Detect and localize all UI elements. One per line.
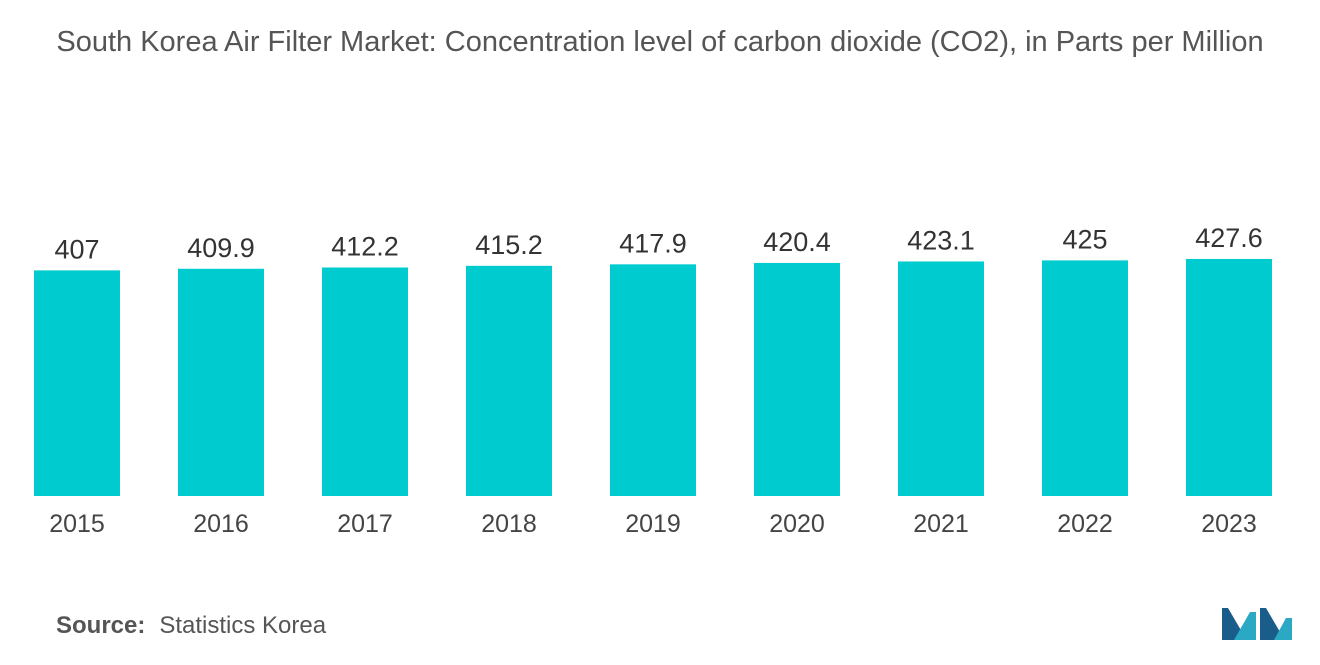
x-tick-label-2015: 2015 [49, 510, 105, 538]
bar-2020 [754, 262, 840, 496]
bar-2018 [466, 265, 552, 496]
bar-2016 [178, 268, 264, 496]
bar-2019 [610, 264, 696, 496]
value-label-2021: 423.1 [907, 225, 975, 255]
value-label-2020: 420.4 [763, 227, 831, 257]
value-label-2016: 409.9 [187, 233, 255, 263]
source-line: Source: Statistics Korea [56, 612, 326, 640]
x-tick-label-2019: 2019 [625, 510, 681, 538]
x-tick-label-2023: 2023 [1201, 510, 1257, 538]
x-tick-label-2021: 2021 [913, 510, 969, 538]
bar-2023 [1186, 258, 1272, 496]
x-tick-label-2022: 2022 [1057, 510, 1113, 538]
bar-2021 [898, 261, 984, 496]
chart-title: South Korea Air Filter Market: Concentra… [56, 26, 1264, 58]
value-label-2022: 425 [1062, 224, 1107, 254]
bar-2022 [1042, 260, 1128, 496]
value-label-2017: 412.2 [331, 231, 399, 261]
value-labels-group: 407 409.9 412.2 415.2 417.9 420.4 423.1 425 427.… [54, 223, 1262, 264]
bar-2015 [34, 270, 120, 496]
value-label-2023: 427.6 [1195, 223, 1263, 253]
value-label-2015: 407 [54, 234, 99, 264]
x-tick-label-2017: 2017 [337, 510, 393, 538]
x-tick-label-2016: 2016 [193, 510, 249, 538]
mordor-intelligence-logo-icon [1222, 608, 1292, 640]
source-label: Source: [56, 612, 146, 639]
bar-2017 [322, 267, 408, 496]
x-tick-label-2018: 2018 [481, 510, 537, 538]
bar-chart: 407 409.9 412.2 415.2 417.9 420.4 423.1 425 427.… [34, 223, 1272, 538]
source-text: Statistics Korea [159, 612, 327, 639]
bars-group [34, 258, 1272, 496]
value-label-2019: 417.9 [619, 228, 687, 258]
x-tick-label-2020: 2020 [769, 510, 825, 538]
x-tick-labels-group: 2015 2016 2017 2018 2019 2020 2021 2022 2023 [49, 510, 1257, 538]
value-label-2018: 415.2 [475, 230, 543, 260]
